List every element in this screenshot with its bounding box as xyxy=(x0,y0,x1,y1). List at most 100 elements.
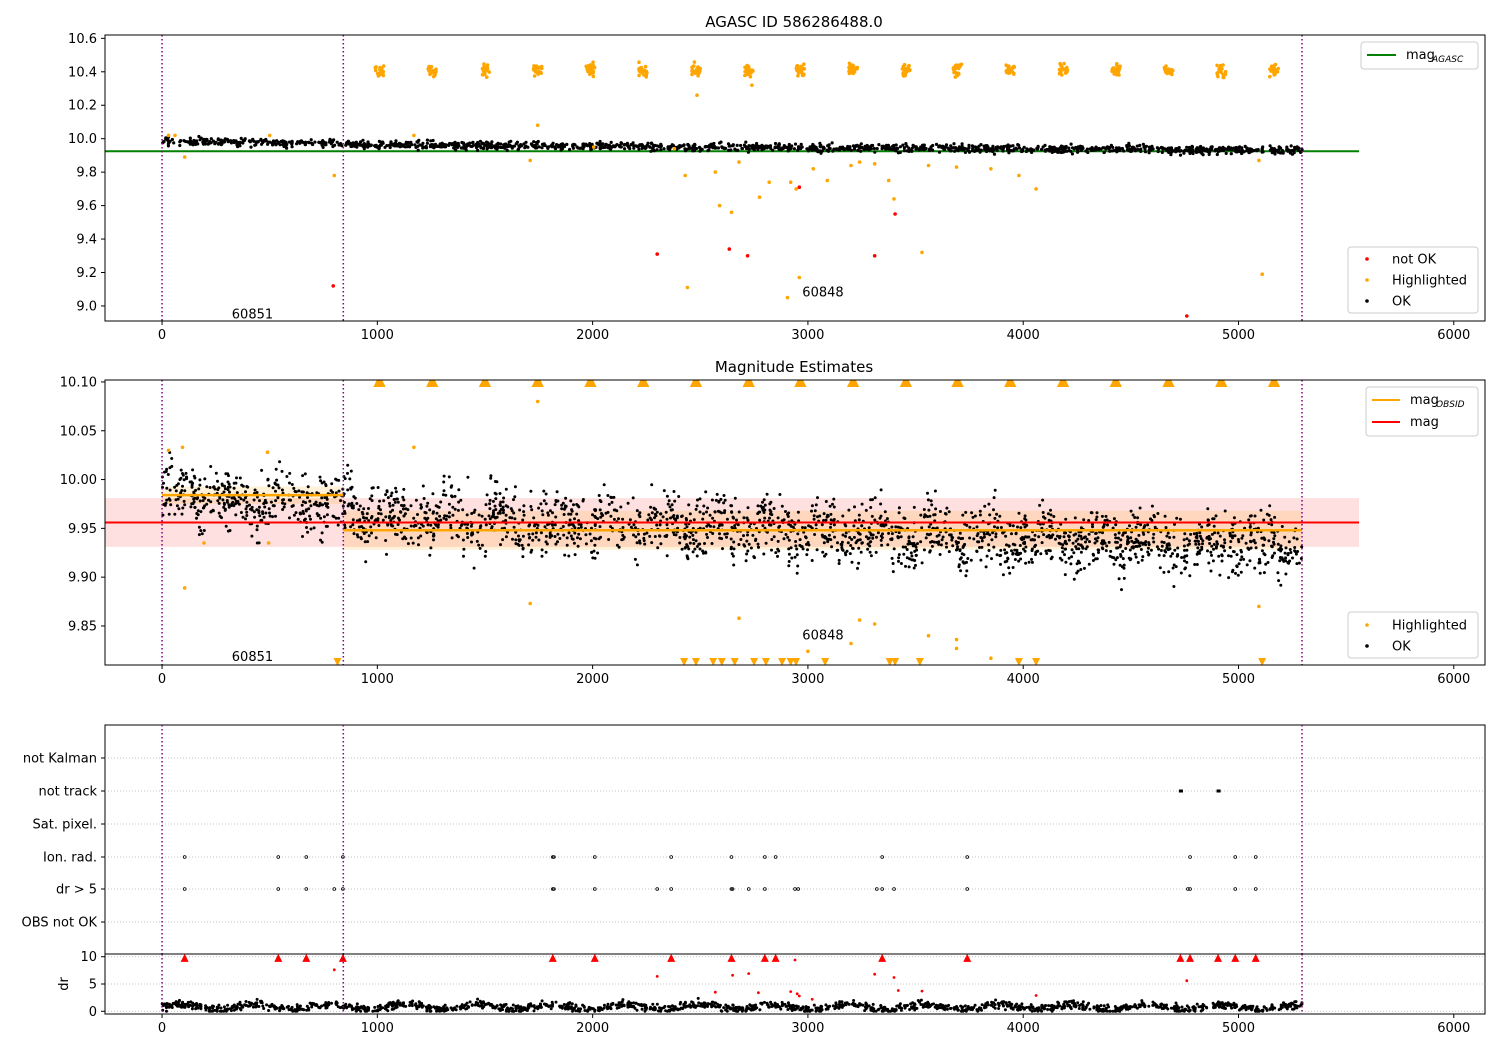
ok-point xyxy=(164,501,168,505)
ok-point xyxy=(182,478,186,482)
ok-point xyxy=(521,555,525,559)
ok-point xyxy=(391,503,395,507)
ok-point xyxy=(1195,146,1199,150)
ok-point xyxy=(965,523,969,527)
ok-point xyxy=(475,142,479,146)
ok-point xyxy=(998,514,1002,518)
ok-point xyxy=(346,504,350,508)
ok-point xyxy=(698,497,702,501)
ok-point xyxy=(360,510,364,514)
ok-point xyxy=(1023,549,1027,553)
ok-point xyxy=(1142,145,1146,149)
highlighted-point xyxy=(1221,72,1225,77)
ok-point xyxy=(807,543,811,547)
highlighted-point xyxy=(1010,69,1015,74)
ok-point xyxy=(170,457,174,460)
ok-point xyxy=(301,535,304,538)
ok-point xyxy=(683,536,687,540)
ok-point xyxy=(650,483,654,487)
ok-point xyxy=(652,149,656,153)
ok-point xyxy=(1064,517,1068,521)
ok-point xyxy=(1290,149,1294,153)
ok-point xyxy=(1206,518,1210,522)
ok-point xyxy=(782,146,786,150)
ok-point xyxy=(541,513,545,517)
ok-point xyxy=(1285,147,1289,152)
ok-point xyxy=(1042,515,1045,519)
ok-point xyxy=(494,497,498,501)
ok-point xyxy=(686,557,690,561)
ok-point xyxy=(1163,514,1167,518)
ok-point xyxy=(944,541,948,545)
ok-point xyxy=(711,532,715,535)
ok-point xyxy=(330,482,334,486)
ok-point xyxy=(406,508,410,512)
highlighted-point xyxy=(637,60,641,64)
ok-point xyxy=(945,545,948,549)
highlighted-upper-marker xyxy=(798,380,807,387)
ok-point xyxy=(1190,144,1194,148)
ok-point xyxy=(737,543,741,546)
ok-point xyxy=(1147,553,1151,557)
ok-point xyxy=(830,141,834,145)
flag-marker xyxy=(763,887,767,891)
ok-point xyxy=(720,511,723,515)
ok-point xyxy=(384,515,388,519)
ok-point xyxy=(498,492,502,495)
ok-point xyxy=(579,525,583,529)
ok-point xyxy=(391,142,395,146)
ok-point xyxy=(595,141,599,145)
ok-point xyxy=(421,484,425,488)
ok-point xyxy=(404,537,408,541)
ok-point xyxy=(505,148,509,152)
ok-point xyxy=(370,499,374,503)
ok-point xyxy=(278,143,282,147)
ok-point xyxy=(1157,547,1161,551)
dr-point xyxy=(1003,1008,1007,1012)
ok-point xyxy=(381,518,385,522)
ok-point xyxy=(350,501,354,505)
ok-point xyxy=(461,508,465,512)
ok-point xyxy=(1193,539,1197,543)
ok-point xyxy=(1122,149,1126,153)
ok-point xyxy=(860,541,864,545)
ok-point xyxy=(562,143,566,147)
highlighted-point xyxy=(1065,68,1070,72)
ok-point xyxy=(806,149,811,153)
ok-point xyxy=(195,516,198,520)
ok-point xyxy=(786,149,790,153)
ok-point xyxy=(321,145,325,149)
ok-point xyxy=(551,511,554,515)
ok-point xyxy=(824,518,828,522)
y-tick-label: 10.10 xyxy=(60,375,97,390)
ok-point xyxy=(1256,526,1260,530)
ok-point xyxy=(1032,148,1036,152)
ok-point xyxy=(524,144,528,148)
ok-point xyxy=(801,526,804,529)
ok-point xyxy=(632,523,636,527)
ok-point xyxy=(634,535,638,539)
ok-point xyxy=(795,547,799,551)
ok-point xyxy=(756,545,760,549)
ok-point xyxy=(191,481,195,485)
highlighted-point xyxy=(902,68,906,73)
flag-marker xyxy=(1233,855,1238,859)
ok-point xyxy=(532,140,536,144)
y-tick-label: 10.6 xyxy=(68,32,97,47)
ok-point xyxy=(635,563,639,567)
ok-point xyxy=(220,483,224,487)
ok-point xyxy=(379,508,382,512)
y-tick-label: 9.0 xyxy=(76,299,97,314)
ok-point xyxy=(796,564,800,568)
ok-point xyxy=(527,543,531,547)
y-tick-label: 9.95 xyxy=(68,522,97,537)
ok-point xyxy=(793,142,798,146)
ok-point xyxy=(1005,559,1009,563)
highlighted-point xyxy=(591,145,596,149)
flag-marker xyxy=(1233,887,1238,891)
ok-point xyxy=(1287,540,1291,544)
ok-point xyxy=(283,502,287,506)
ok-point xyxy=(1087,519,1091,522)
ok-point xyxy=(234,513,238,517)
